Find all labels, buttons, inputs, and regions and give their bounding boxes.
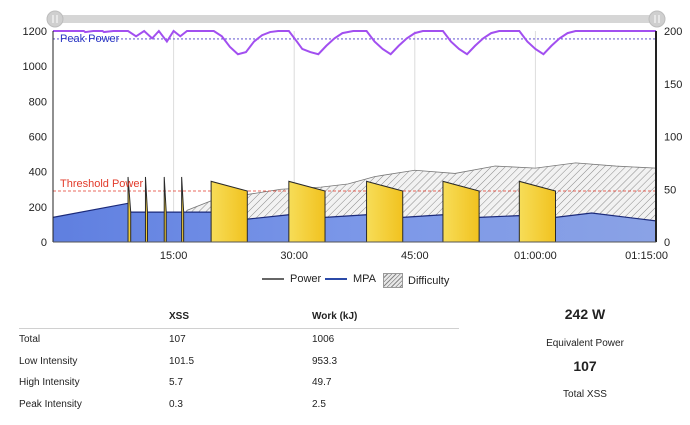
y-tick-label-right: 200 [664, 26, 682, 38]
plot-area [52, 29, 657, 243]
table-header-row: XSS Work (kJ) [19, 306, 459, 329]
legend-difficulty[interactable]: Difficulty [383, 273, 449, 288]
power-line-swatch [262, 278, 284, 280]
y-tick-label-left: 1200 [23, 26, 47, 38]
legend-mpa-label: MPA [353, 273, 377, 285]
y-tick-label-right: 50 [664, 184, 676, 196]
interval-block [163, 176, 167, 243]
row-work: 49.7 [312, 377, 332, 389]
interval-block [144, 176, 148, 243]
x-tick-label: 30:00 [280, 250, 308, 262]
row-work: 1006 [312, 334, 335, 346]
y-tick-label-left: 400 [29, 167, 47, 179]
difficulty-hatch-swatch [383, 273, 403, 288]
peak-power-label: Peak Power [60, 33, 120, 45]
table-row: Peak Intensity 0.3 2.5 [19, 394, 459, 416]
scrollbar-track[interactable] [55, 15, 657, 23]
mpa-line [53, 29, 656, 56]
table-row: High Intensity 5.7 49.7 [19, 372, 459, 394]
x-tick-label: 45:00 [401, 250, 429, 262]
total-xss-value: 107 [573, 358, 597, 374]
scrollbar-handle-left[interactable] [46, 10, 64, 28]
x-tick-label: 15:00 [160, 250, 188, 262]
row-work: 2.5 [312, 398, 326, 410]
scrollbar-handle-right[interactable] [648, 10, 666, 28]
legend-mpa[interactable]: MPA [325, 273, 376, 285]
table-row: Total 107 1006 [19, 329, 459, 351]
row-xss: 101.5 [169, 355, 195, 367]
y-ticks-left: 0 200 400 600 800 1000 1200 [23, 26, 47, 249]
x-tick-label: 01:00:00 [514, 250, 557, 262]
y-tick-label-left: 1000 [23, 61, 47, 73]
y-tick-label-right: 100 [664, 132, 682, 144]
interval-block [518, 180, 556, 243]
interval-block [181, 176, 185, 243]
mpa-line-swatch [325, 278, 347, 280]
table-header-work: Work (kJ) [312, 306, 459, 329]
y-tick-label-left: 200 [29, 202, 47, 214]
y-tick-label-left: 600 [29, 132, 47, 144]
row-label: Total [19, 334, 41, 346]
table-header-label [19, 306, 169, 329]
y-tick-label-left: 0 [41, 237, 47, 249]
row-xss: 107 [169, 334, 186, 346]
legend-power-label: Power [290, 273, 322, 285]
y-tick-label-right: 0 [664, 237, 670, 249]
equivalent-power-value: 242 W [564, 306, 606, 322]
row-label: Peak Intensity [19, 398, 82, 410]
row-xss: 5.7 [169, 377, 183, 389]
y-tick-label-left: 800 [29, 96, 47, 108]
legend-difficulty-label: Difficulty [408, 274, 450, 287]
workout-chart: Peak Power Threshold Power 0 200 400 600 800… [23, 10, 682, 262]
interval-block [366, 180, 404, 243]
x-ticks: 15:00 30:00 45:00 01:00:00 01:15:00 [160, 250, 668, 262]
stats-table: XSS Work (kJ) Total 107 1006 Low Intensi… [19, 306, 459, 415]
equivalent-power-label: Equivalent Power [546, 338, 624, 349]
y-ticks-right: 0 50 100 150 200 [664, 26, 682, 249]
threshold-power-label: Threshold Power [60, 178, 143, 190]
interval-block [442, 180, 480, 243]
row-work: 953.3 [312, 355, 338, 367]
x-tick-label: 01:15:00 [625, 250, 668, 262]
row-label: Low Intensity [19, 355, 78, 367]
table-row: Low Intensity 101.5 953.3 [19, 351, 459, 373]
y-tick-label-right: 150 [664, 79, 682, 91]
table-header-xss: XSS [169, 306, 312, 329]
row-label: High Intensity [19, 377, 80, 389]
row-xss: 0.3 [169, 398, 183, 410]
interval-block [288, 180, 326, 243]
interval-block [210, 180, 248, 243]
power-area [53, 203, 656, 242]
legend-power[interactable]: Power [262, 273, 321, 285]
timeline-scrollbar[interactable] [46, 10, 666, 28]
chart-legend: Power MPA Difficulty [0, 273, 690, 291]
total-xss-label: Total XSS [563, 389, 607, 400]
